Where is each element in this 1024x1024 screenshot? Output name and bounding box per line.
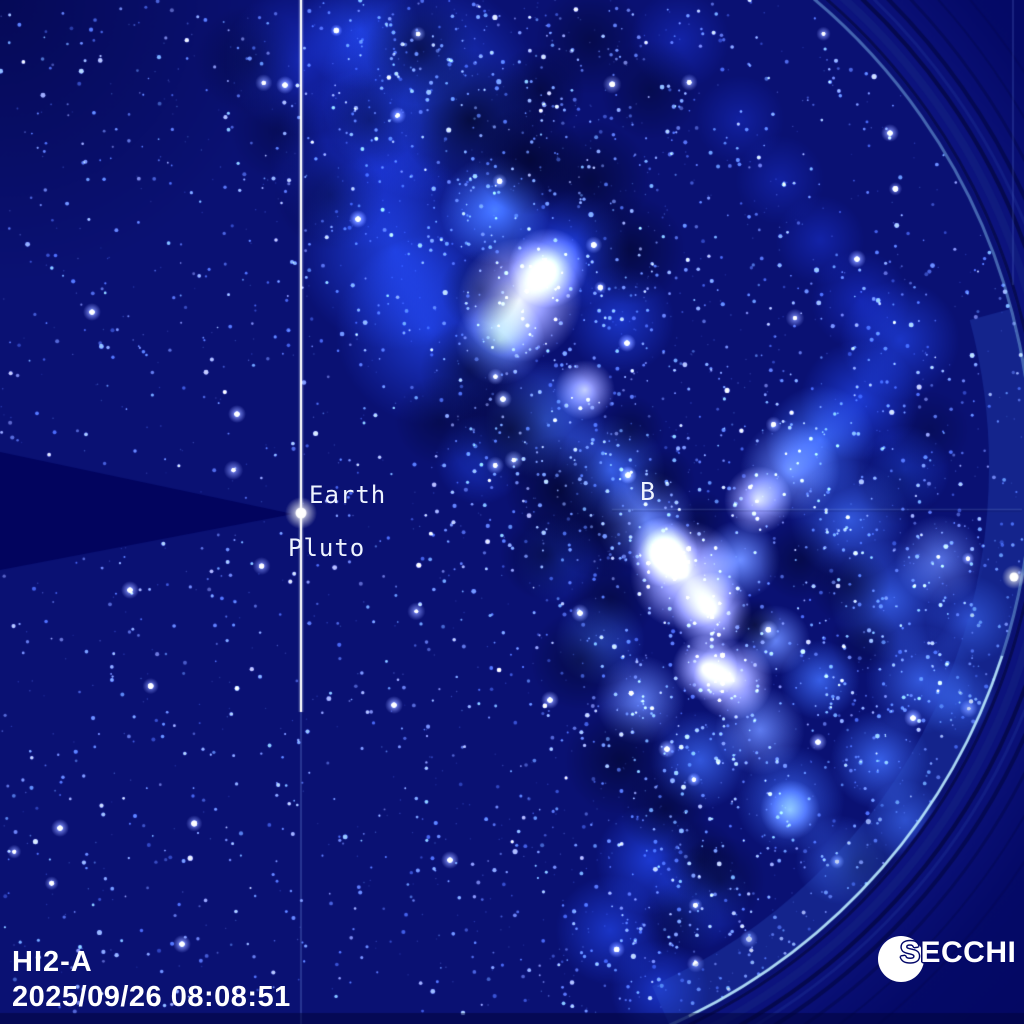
instrument-label: HI2-A — [12, 946, 93, 978]
secchi-logo: SECCHI — [878, 936, 1024, 988]
earth-label: Earth — [309, 481, 387, 509]
logo-text: SECCHI — [900, 936, 1017, 969]
planet-b-label: B — [640, 477, 657, 506]
timestamp-label: 2025/09/26 08:08:51 — [12, 981, 291, 1013]
logo-sun-icon — [878, 936, 924, 982]
pluto-label: Pluto — [288, 534, 366, 562]
